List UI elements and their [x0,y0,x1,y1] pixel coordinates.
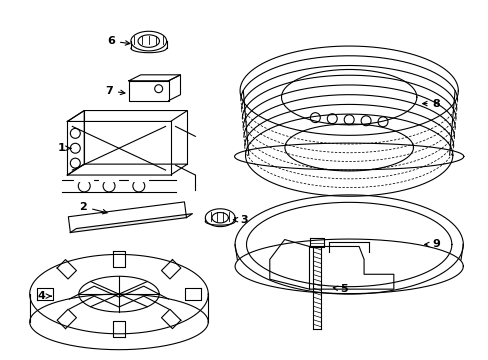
Text: 6: 6 [107,36,130,46]
Text: 2: 2 [79,202,107,214]
Text: 9: 9 [424,239,440,249]
Text: 3: 3 [233,215,247,225]
Text: 1: 1 [58,143,71,153]
Text: 8: 8 [422,99,440,109]
Text: 5: 5 [333,284,347,294]
Text: 4: 4 [38,291,51,301]
Polygon shape [70,214,192,233]
Text: 7: 7 [105,86,124,96]
